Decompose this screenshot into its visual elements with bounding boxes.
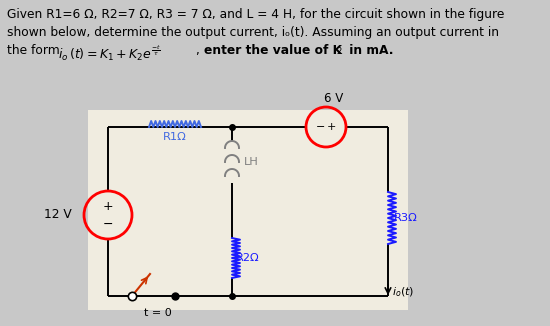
Text: −: − (316, 122, 326, 132)
Text: R3Ω: R3Ω (394, 213, 418, 223)
Text: $i_o\,(t) = K_1 + K_2 e^{\frac{-t}{\tau}}$: $i_o\,(t) = K_1 + K_2 e^{\frac{-t}{\tau}… (58, 44, 161, 63)
Text: LH: LH (244, 157, 259, 167)
Text: ,: , (196, 44, 204, 57)
Text: the form: the form (7, 44, 68, 57)
Text: in mA.: in mA. (345, 44, 393, 57)
Text: 6 V: 6 V (324, 93, 344, 106)
Text: R1Ω: R1Ω (163, 132, 187, 142)
Text: R2Ω: R2Ω (236, 253, 260, 263)
FancyBboxPatch shape (88, 110, 408, 310)
Text: $_2$: $_2$ (336, 44, 343, 57)
Text: Given R1=6 Ω, R2=7 Ω, R3 = 7 Ω, and L = 4 H, for the circuit shown in the figure: Given R1=6 Ω, R2=7 Ω, R3 = 7 Ω, and L = … (7, 8, 504, 21)
Text: −: − (103, 217, 113, 230)
Text: 12 V: 12 V (44, 209, 72, 221)
Text: +: + (326, 122, 336, 132)
Text: enter the value of K: enter the value of K (204, 44, 342, 57)
Text: shown below, determine the output current, iₒ(t). Assuming an output current in: shown below, determine the output curren… (7, 26, 499, 39)
Text: +: + (103, 200, 113, 214)
Text: $i_o(t)$: $i_o(t)$ (392, 285, 414, 299)
Text: t = 0: t = 0 (144, 308, 172, 318)
